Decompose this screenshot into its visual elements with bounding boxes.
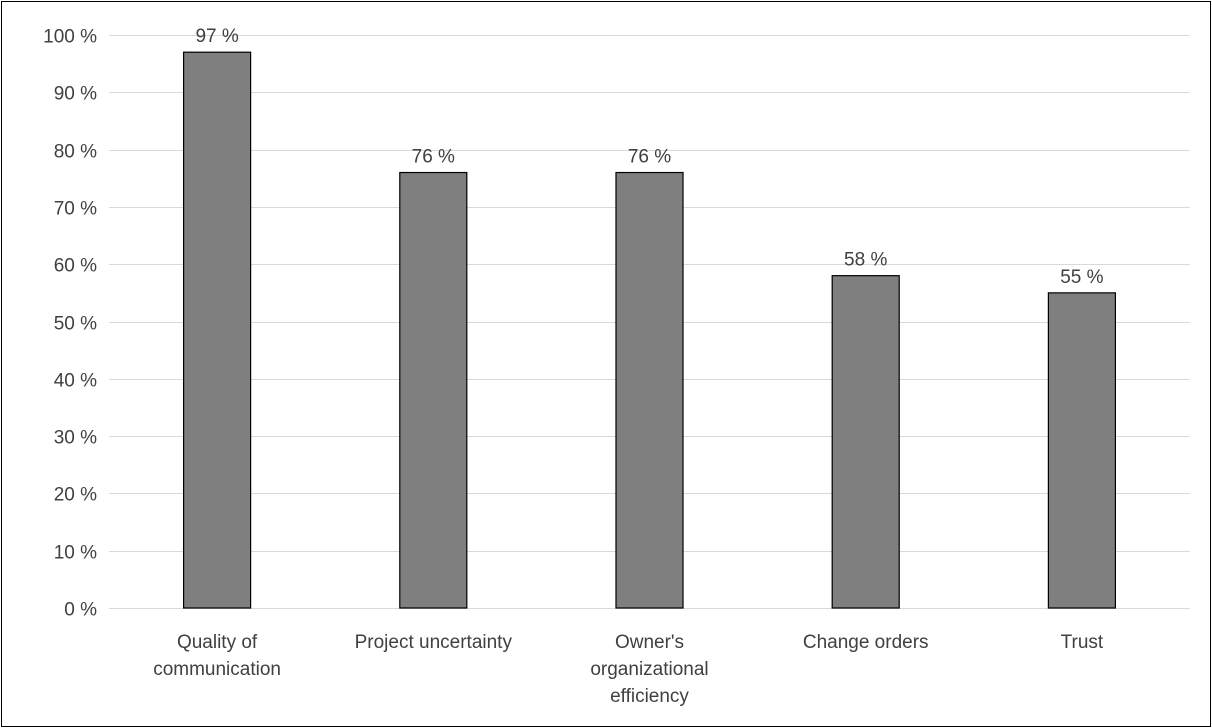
category-label-line: Quality of bbox=[177, 632, 258, 653]
y-tick-label: 100 % bbox=[43, 27, 97, 48]
data-labels: 97 % 76 % 76 % 58 % 55 % bbox=[195, 26, 1103, 288]
category-label-line: Change orders bbox=[803, 632, 929, 653]
bar bbox=[182, 51, 252, 609]
y-tick-label: 0 % bbox=[64, 600, 97, 621]
y-axis-tick-labels: 0 % 10 % 20 % 30 % 40 % 50 % 60 % 70 % 80 % 90 % 1… bbox=[43, 27, 97, 621]
bar bbox=[1047, 292, 1117, 609]
y-tick-label: 90 % bbox=[54, 84, 97, 105]
bar bbox=[615, 171, 684, 609]
bars bbox=[182, 51, 1117, 609]
category-label: Trust bbox=[1061, 632, 1104, 653]
data-label: 76 % bbox=[412, 147, 455, 168]
data-label: 97 % bbox=[195, 26, 238, 47]
y-tick-label: 80 % bbox=[54, 142, 97, 163]
category-label: Quality of communication bbox=[153, 632, 281, 680]
category-label-line: Owner's bbox=[615, 632, 684, 653]
category-label-line: efficiency bbox=[610, 686, 689, 707]
category-label: Change orders bbox=[803, 632, 929, 653]
category-label: Project uncertainty bbox=[355, 632, 513, 653]
category-label: Owner's organizational efficiency bbox=[590, 632, 708, 707]
y-tick-label: 70 % bbox=[54, 199, 97, 220]
category-label-line: communication bbox=[153, 659, 281, 680]
data-label: 55 % bbox=[1060, 267, 1103, 288]
y-tick-label: 30 % bbox=[54, 428, 97, 449]
bar bbox=[399, 171, 468, 609]
y-tick-label: 40 % bbox=[54, 371, 97, 392]
category-label-line: Project uncertainty bbox=[355, 632, 513, 653]
category-label-line: organizational bbox=[590, 659, 708, 680]
category-labels: Quality of communication Project uncertain… bbox=[153, 632, 1104, 707]
y-tick-label: 50 % bbox=[54, 314, 97, 335]
data-label: 58 % bbox=[844, 250, 887, 271]
y-tick-label: 20 % bbox=[54, 485, 97, 506]
data-label: 76 % bbox=[628, 147, 671, 168]
y-tick-label: 60 % bbox=[54, 256, 97, 277]
bar bbox=[831, 275, 900, 609]
y-tick-label: 10 % bbox=[54, 543, 97, 564]
category-label-line: Trust bbox=[1061, 632, 1104, 653]
